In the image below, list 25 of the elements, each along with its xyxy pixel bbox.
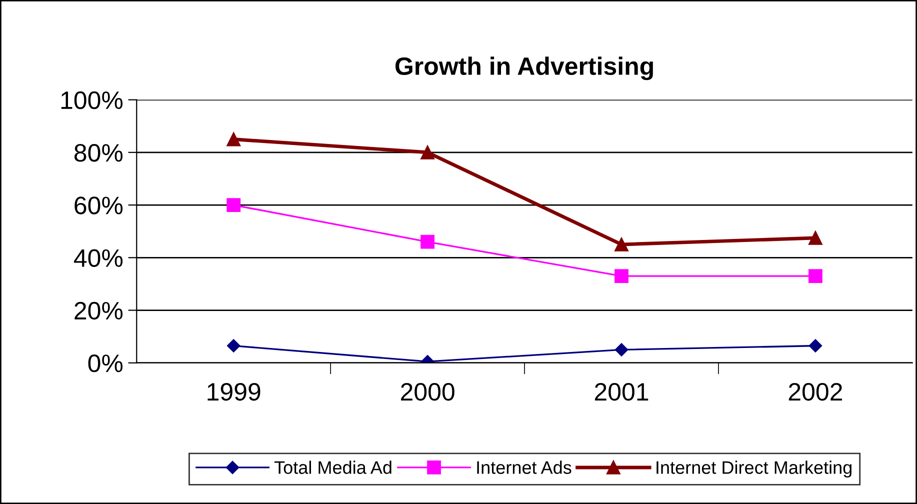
point bbox=[227, 339, 240, 352]
chart-title: Growth in Advertising bbox=[395, 56, 653, 80]
legend-label: Internet Ads bbox=[477, 460, 572, 474]
y-tick-label: 100% bbox=[61, 91, 123, 110]
point bbox=[226, 198, 241, 212]
x-tick-label: 1999 bbox=[208, 382, 260, 401]
x-tick-label: 2001 bbox=[594, 382, 648, 401]
y-tick-label: 80% bbox=[74, 144, 123, 162]
legend-label: Total Media Ad bbox=[274, 460, 392, 474]
y-tick-label: 40% bbox=[74, 249, 123, 267]
point bbox=[420, 234, 434, 249]
point bbox=[808, 269, 822, 284]
y-tick-label: 0% bbox=[88, 354, 123, 372]
point bbox=[808, 339, 822, 352]
x-tick-label: 2002 bbox=[788, 382, 842, 401]
point bbox=[614, 269, 628, 284]
x-tick-label: 2000 bbox=[401, 382, 454, 401]
point bbox=[808, 230, 822, 245]
point bbox=[420, 145, 434, 160]
point bbox=[614, 343, 628, 356]
point bbox=[614, 238, 628, 252]
point bbox=[226, 132, 241, 146]
y-tick-label: 20% bbox=[74, 302, 123, 320]
y-tick-label: 60% bbox=[74, 196, 123, 214]
legend-label: Internet Direct Marketing bbox=[656, 460, 852, 478]
